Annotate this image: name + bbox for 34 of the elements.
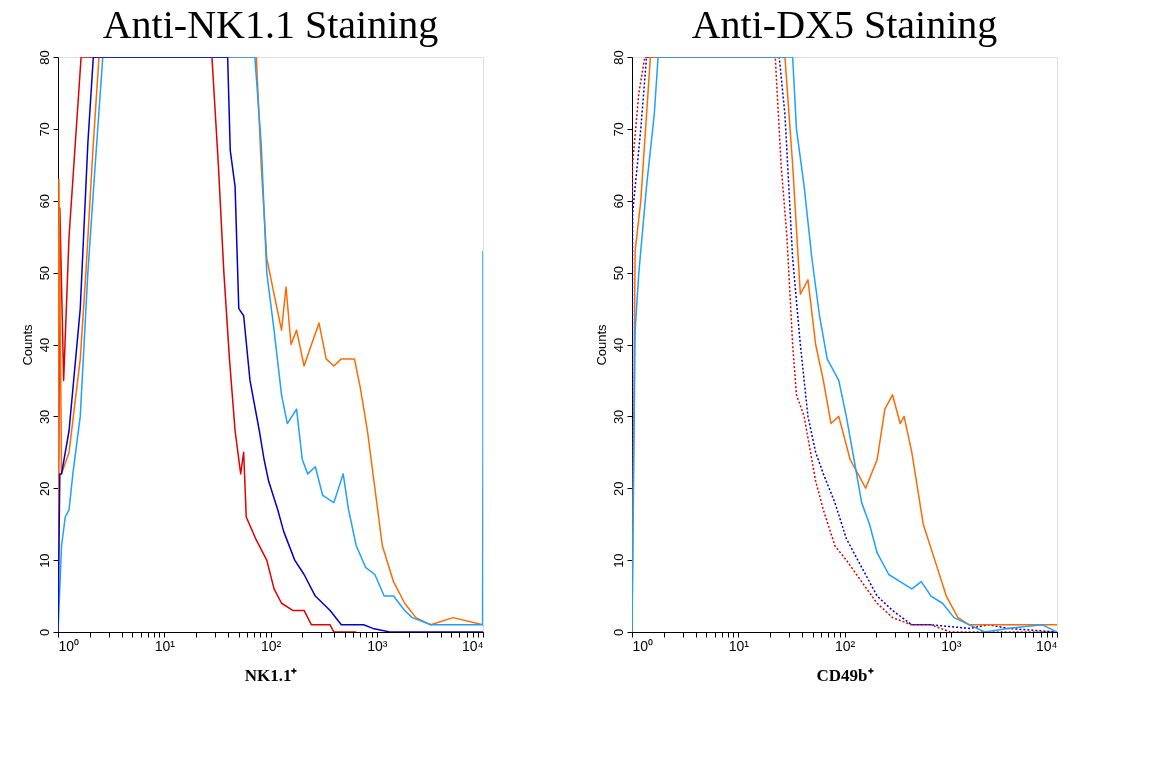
x-tick-label: 10² — [260, 637, 282, 654]
y-tick-label: 40 — [36, 337, 52, 353]
y-tick-label: 80 — [36, 50, 52, 65]
y-axis-title: Counts — [19, 323, 35, 366]
y-tick-label: 50 — [610, 265, 626, 281]
y-tick-label: 10 — [36, 553, 52, 568]
x-tick-label: 10¹ — [728, 637, 750, 654]
y-tick-label: 70 — [610, 122, 626, 137]
x-tick-label: 10³ — [941, 637, 962, 654]
x-tick-label: 10⁰ — [58, 637, 80, 654]
y-tick-label: 0 — [610, 628, 626, 637]
y-tick-label: 0 — [36, 628, 52, 637]
chart-title: Anti-NK1.1 Staining — [102, 1, 439, 47]
y-tick-label: 40 — [610, 337, 626, 353]
y-tick-label: 80 — [610, 50, 626, 65]
x-tick-label: 10² — [834, 637, 856, 654]
x-tick-label: 10⁴ — [461, 637, 484, 654]
x-axis-title: CD49b⁺ — [816, 665, 874, 685]
x-axis-title: NK1.1⁺ — [244, 665, 298, 685]
x-tick-label: 10³ — [367, 637, 388, 654]
y-tick-label: 70 — [36, 122, 52, 137]
y-tick-label: 30 — [36, 409, 52, 425]
x-tick-label: 10⁴ — [1035, 637, 1058, 654]
y-tick-label: 50 — [36, 265, 52, 281]
x-tick-label: 10¹ — [154, 637, 176, 654]
y-axis-title: Counts — [593, 323, 609, 366]
y-tick-label: 10 — [610, 553, 626, 568]
y-tick-label: 20 — [610, 481, 626, 496]
chart-title: Anti-DX5 Staining — [691, 1, 998, 47]
y-tick-label: 30 — [610, 409, 626, 425]
x-tick-label: 10⁰ — [632, 637, 654, 654]
y-tick-label: 60 — [610, 194, 626, 209]
y-tick-label: 60 — [36, 194, 52, 209]
y-tick-label: 20 — [36, 481, 52, 496]
